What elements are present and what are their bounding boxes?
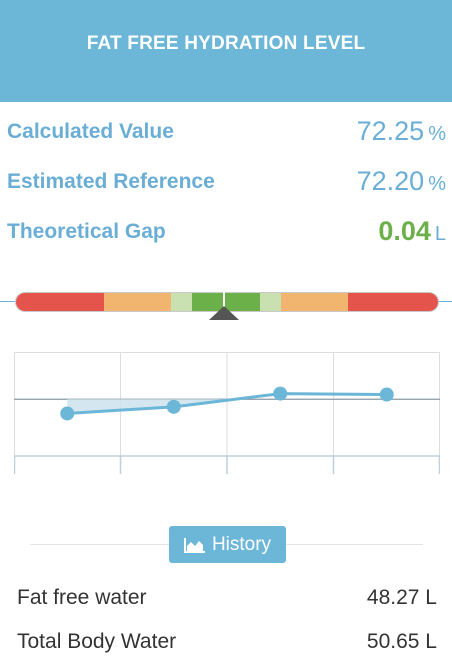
- area-chart-icon: [183, 537, 205, 553]
- stat-label: Total Body Water: [17, 630, 177, 653]
- gauge-segment: [348, 293, 438, 311]
- metric-unit: L: [434, 223, 446, 245]
- metric-row-calculated: Calculated Value 72.25 %: [0, 116, 452, 152]
- metric-label: Theoretical Gap: [7, 220, 166, 243]
- metric-label: Calculated Value: [7, 120, 174, 143]
- header-bar: FAT FREE HYDRATION LEVEL: [0, 0, 452, 102]
- gauge-segment: [280, 293, 349, 311]
- metric-row-gap: Theoretical Gap 0.04 L: [0, 216, 452, 252]
- metric-number: 72.20: [356, 166, 425, 196]
- metric-row-estimated: Estimated Reference 72.20 %: [0, 166, 452, 202]
- gauge-pointer-icon: [209, 306, 239, 320]
- stat-row-total-body-water: Total Body Water 50.65 L: [0, 630, 452, 662]
- hydration-gauge: [0, 286, 452, 326]
- gauge-segment: [16, 293, 104, 311]
- stat-value: 50.65 L: [366, 630, 437, 653]
- gauge-segment: [171, 293, 193, 311]
- page-title: FAT FREE HYDRATION LEVEL: [86, 33, 366, 54]
- metric-unit: %: [428, 123, 446, 145]
- history-chart: [14, 352, 440, 474]
- stat-label: Fat free water: [17, 586, 147, 609]
- gauge-indicator-line: [223, 292, 225, 308]
- metric-value: 72.25 %: [357, 116, 446, 147]
- series-line: [67, 392, 387, 415]
- data-point: [60, 406, 75, 421]
- metric-number: 72.25: [356, 116, 425, 146]
- metric-unit: %: [428, 173, 446, 195]
- history-button[interactable]: History: [169, 526, 286, 563]
- gauge-segment: [103, 293, 172, 311]
- history-button-label: History: [211, 533, 272, 555]
- metric-value: 0.04 L: [378, 216, 446, 247]
- stat-row-fat-free-water: Fat free water 48.27 L: [0, 586, 452, 618]
- data-point: [273, 386, 288, 401]
- stat-value: 48.27 L: [366, 586, 437, 609]
- data-point: [166, 399, 181, 414]
- metric-label: Estimated Reference: [7, 170, 215, 193]
- metric-value: 72.20 %: [357, 166, 446, 197]
- metric-number: 0.04: [378, 216, 431, 246]
- gauge-segment: [259, 293, 281, 311]
- data-point: [379, 387, 394, 402]
